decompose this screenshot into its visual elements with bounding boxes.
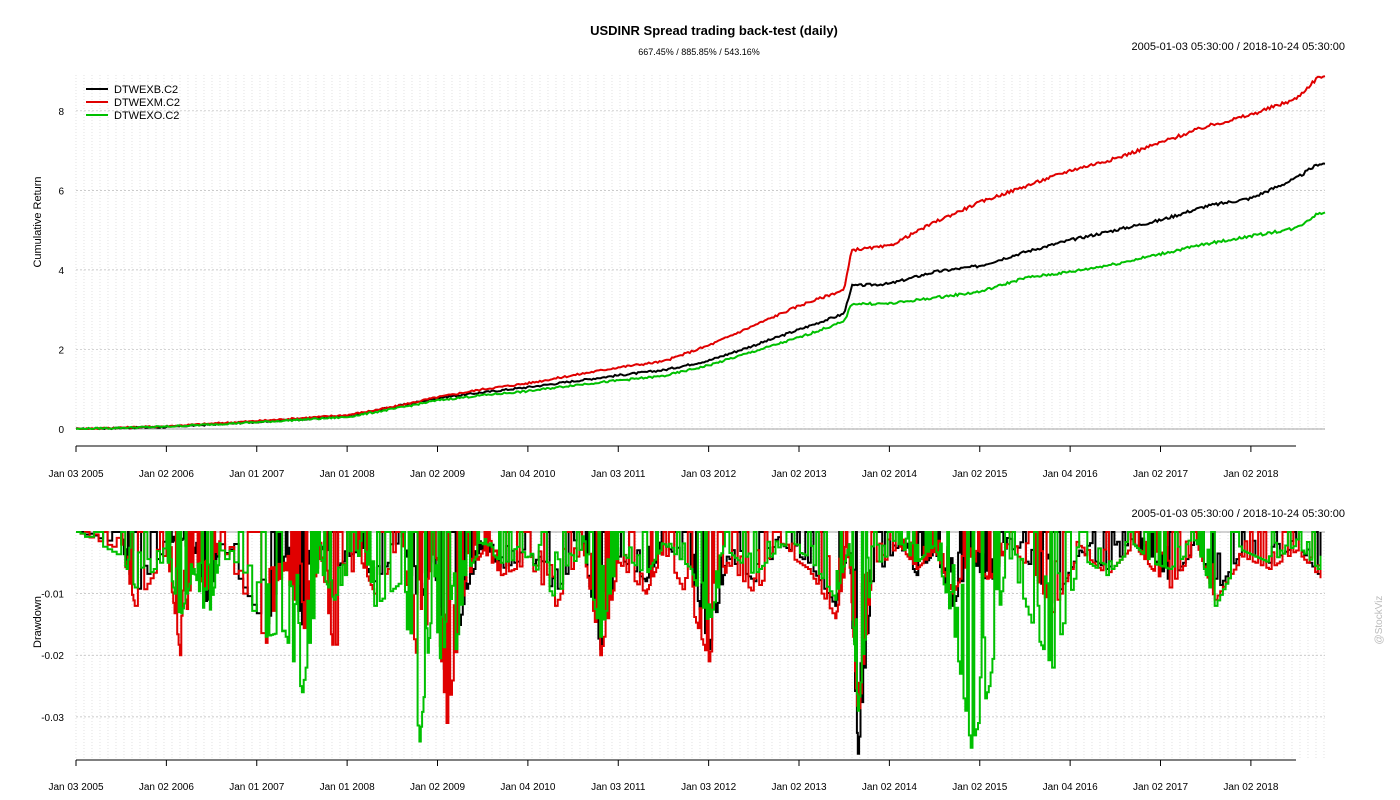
top-y-tick-label: 0 xyxy=(58,425,64,436)
bottom-x-tick-label: Jan 02 2009 xyxy=(410,782,465,793)
bottom-x-tick-label: Jan 02 2017 xyxy=(1133,782,1188,793)
bottom-x-tick-label: Jan 02 2018 xyxy=(1223,782,1278,793)
bottom-x-tick-label: Jan 03 2012 xyxy=(681,782,736,793)
watermark: @StockViz xyxy=(1374,596,1385,645)
bottom-series xyxy=(76,531,1322,755)
top-y-axis-title: Cumulative Return xyxy=(32,176,44,267)
top-y-tick-label: 8 xyxy=(58,107,64,118)
top-x-tick-label: Jan 02 2017 xyxy=(1133,469,1188,480)
top-x-tick-label: Jan 04 2016 xyxy=(1043,469,1098,480)
top-grid xyxy=(75,75,1325,430)
top-date-range: 2005-01-03 05:30:00 / 2018-10-24 05:30:0… xyxy=(1132,41,1345,53)
legend-label: DTWEXM.C2 xyxy=(114,97,180,109)
legend-label: DTWEXO.C2 xyxy=(114,110,179,122)
top-x-tick-label: Jan 03 2011 xyxy=(591,469,646,480)
top-x-tick-label: Jan 04 2010 xyxy=(500,469,555,480)
top-x-tick-label: Jan 02 2009 xyxy=(410,469,465,480)
bottom-x-tick-label: Jan 03 2005 xyxy=(48,782,103,793)
bottom-x-tick-label: Jan 02 2015 xyxy=(952,782,1007,793)
top-x-tick-label: Jan 01 2007 xyxy=(229,469,284,480)
bottom-x-tick-label: Jan 04 2010 xyxy=(500,782,555,793)
top-x-tick-label: Jan 02 2014 xyxy=(862,469,917,480)
bottom-series-line xyxy=(76,531,1322,724)
chart-subtitle: 667.45% / 885.85% / 543.16% xyxy=(638,47,760,57)
bottom-x-tick-label: Jan 02 2006 xyxy=(139,782,194,793)
top-x-tick-label: Jan 01 2008 xyxy=(320,469,375,480)
top-x-tick-label: Jan 02 2006 xyxy=(139,469,194,480)
bottom-y-axis-title: Drawdown xyxy=(32,596,44,648)
bottom-grid xyxy=(75,532,1325,760)
chart-title: USDINR Spread trading back-test (daily) xyxy=(590,23,838,38)
bottom-x-tick-label: Jan 01 2007 xyxy=(229,782,284,793)
bottom-x-tick-label: Jan 04 2016 xyxy=(1043,782,1098,793)
bottom-x-tick-label: Jan 02 2014 xyxy=(862,782,917,793)
top-x-tick-label: Jan 02 2015 xyxy=(952,469,1007,480)
top-y-tick-label: 6 xyxy=(58,186,64,197)
top-x-tick-label: Jan 02 2018 xyxy=(1223,469,1278,480)
bottom-date-range: 2005-01-03 05:30:00 / 2018-10-24 05:30:0… xyxy=(1132,508,1345,520)
legend-label: DTWEXB.C2 xyxy=(114,84,178,96)
bottom-axes: -0.01 -0.02 -0.03 Jan 03 2005 Jan 02 2006 Jan… xyxy=(41,531,1325,793)
top-axes: 0 2 4 6 8 Jan 03 2005 Jan 02 2006 Jan 01 2007 Ja… xyxy=(48,107,1325,480)
top-series-line xyxy=(75,75,1326,431)
bottom-y-tick-label: -0.03 xyxy=(41,713,64,724)
top-series xyxy=(75,75,1326,431)
top-y-tick-label: 2 xyxy=(58,345,64,356)
bottom-y-tick-label: -0.02 xyxy=(41,651,64,662)
top-x-tick-label: Jan 03 2005 xyxy=(48,469,103,480)
top-series-line xyxy=(75,162,1326,431)
bottom-x-tick-label: Jan 02 2013 xyxy=(771,782,826,793)
top-y-tick-label: 4 xyxy=(58,266,64,277)
top-series-line xyxy=(75,211,1326,431)
top-x-tick-label: Jan 03 2012 xyxy=(681,469,736,480)
bottom-series-line xyxy=(76,531,1322,749)
bottom-x-tick-label: Jan 01 2008 xyxy=(320,782,375,793)
top-x-tick-label: Jan 02 2013 xyxy=(771,469,826,480)
bottom-y-tick-label: -0.01 xyxy=(41,590,64,601)
bottom-x-tick-label: Jan 03 2011 xyxy=(591,782,646,793)
